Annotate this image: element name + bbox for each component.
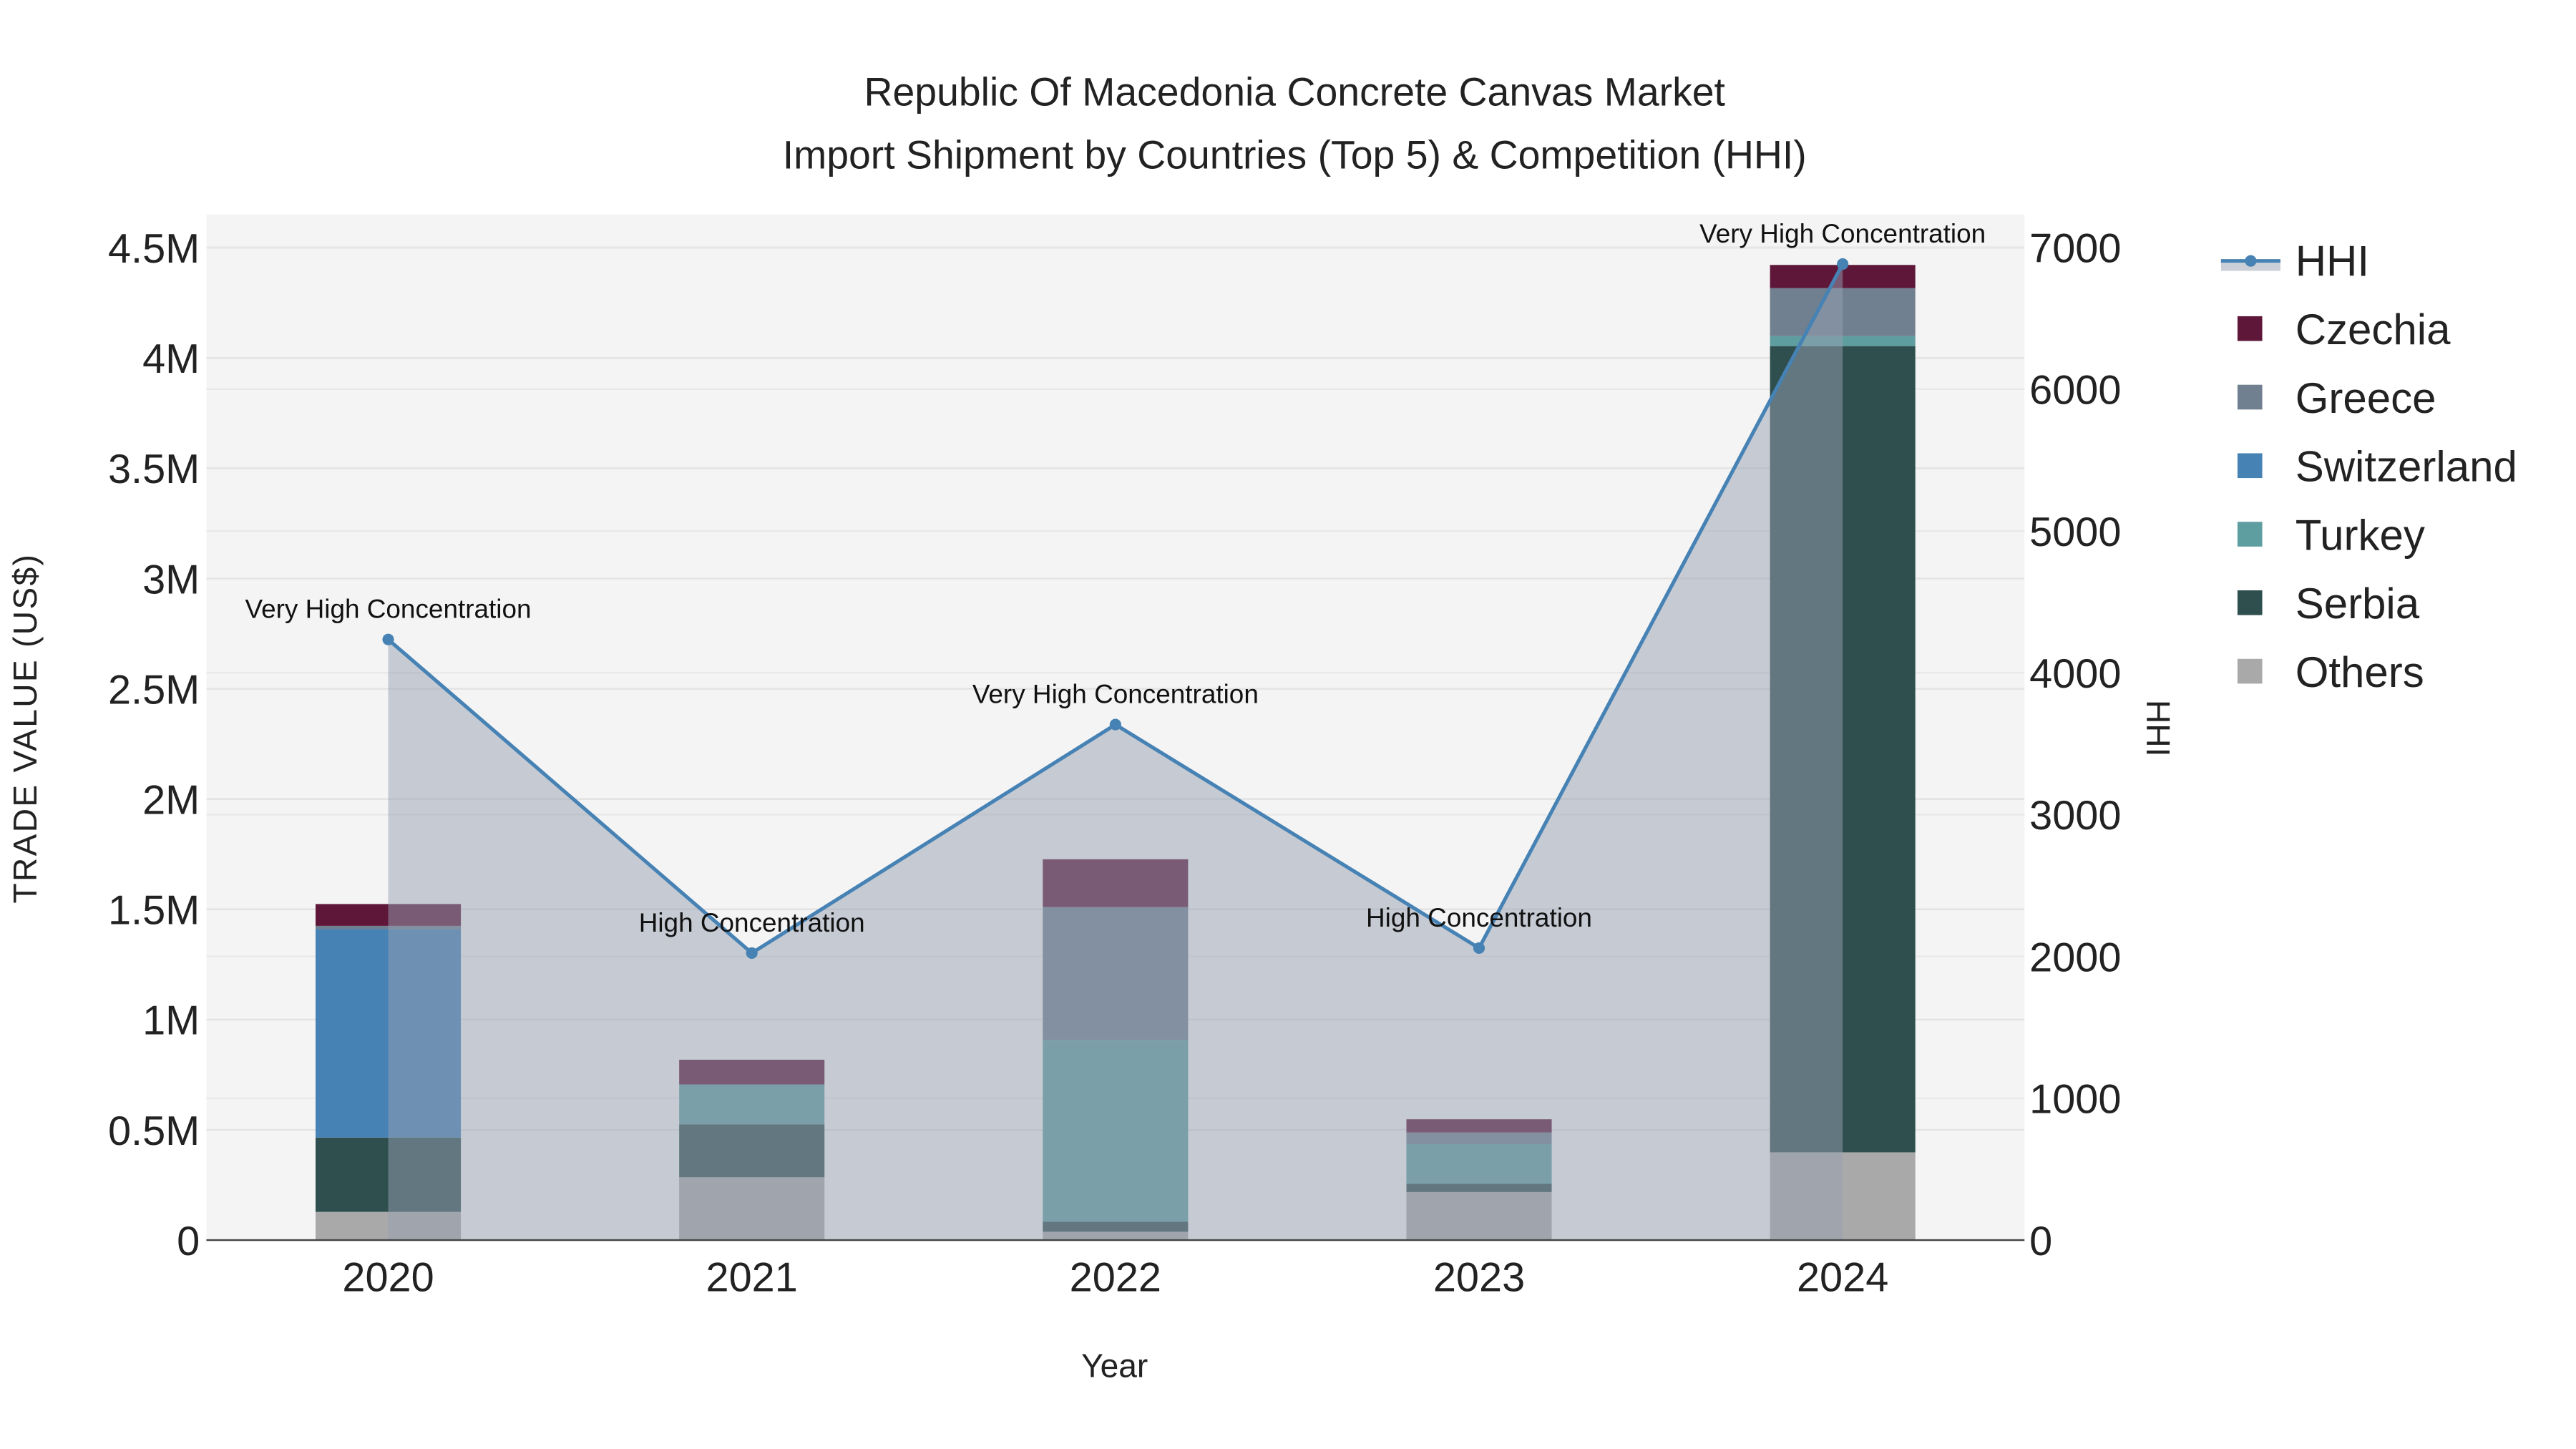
y2-tick-label: 0: [2029, 1219, 2052, 1264]
axes: 0 0.5M 1M 1.5M 2M 2.5M 3M 3.5M 4M 4.5M 0 1000 2000 30…: [108, 225, 2122, 1300]
y-tick-label: 2M: [142, 777, 200, 823]
hhi-annotation: Very High Concentration: [972, 680, 1259, 709]
legend-label-turkey: Turkey: [2296, 511, 2425, 559]
legend-swatch-turkey: [2237, 522, 2263, 547]
legend-swatch-switzerland: [2237, 453, 2263, 479]
y-axis-title: TRADE VALUE (US$): [6, 553, 44, 904]
y-tick-label: 3M: [142, 557, 200, 602]
x-tick-label: 2023: [1433, 1255, 1525, 1301]
y-tick-label: 1.5M: [108, 888, 200, 934]
x-tick-label: 2021: [706, 1255, 798, 1301]
hhi-annotation: Very High Concentration: [1699, 219, 1986, 248]
y-tick-label: 4.5M: [108, 226, 200, 272]
y-tick-label: 4M: [142, 336, 200, 382]
hhi-annotation: Very High Concentration: [245, 595, 532, 624]
hhi-area: [388, 263, 1843, 1241]
legend: HHI Czechia Greece Switzerland Turkey Serbia O…: [2220, 237, 2517, 696]
legend-swatch-others: [2237, 658, 2263, 684]
y-tick-label: 2.5M: [108, 667, 200, 713]
hhi-point-2021: [746, 947, 758, 959]
x-tick-label: 2022: [1070, 1255, 1161, 1301]
y2-tick-label: 1000: [2029, 1077, 2121, 1123]
y2-tick-label: 3000: [2029, 793, 2121, 839]
chart-title: Republic Of Macedonia Concrete Canvas Ma…: [864, 70, 1725, 114]
hhi-annotation: High Concentration: [1366, 903, 1592, 932]
y-tick-label: 0: [177, 1219, 200, 1264]
hhi-point-2024: [1837, 258, 1849, 270]
legend-label-serbia: Serbia: [2296, 580, 2420, 628]
x-tick-label: 2024: [1797, 1255, 1888, 1301]
hhi-point-2023: [1473, 942, 1485, 955]
y2-tick-label: 7000: [2029, 225, 2121, 271]
y2-axis-title: HHI: [2140, 700, 2177, 756]
hhi-point-2022: [1109, 718, 1121, 731]
legend-label-hhi: HHI: [2296, 237, 2369, 285]
y-tick-label: 0.5M: [108, 1108, 200, 1154]
y2-tick-label: 2000: [2029, 935, 2121, 980]
legend-label-switzerland: Switzerland: [2296, 443, 2517, 491]
bar-greece-2020: [316, 925, 462, 930]
x-tick-label: 2020: [342, 1255, 434, 1301]
legend-hhi-marker-icon: [2245, 255, 2257, 267]
hhi-point-2020: [382, 633, 394, 645]
y2-tick-label: 5000: [2029, 509, 2121, 555]
chart-subtitle: Import Shipment by Countries (Top 5) & C…: [783, 132, 1807, 177]
legend-label-czechia: Czechia: [2296, 306, 2451, 353]
y-tick-label: 1M: [142, 998, 200, 1044]
y2-tick-label: 4000: [2029, 651, 2121, 697]
legend-label-greece: Greece: [2296, 374, 2436, 422]
hhi-series: Very High Concentration High Concentratio…: [245, 219, 1986, 1241]
legend-label-others: Others: [2296, 648, 2424, 696]
legend-swatch-czechia: [2237, 316, 2263, 341]
legend-swatch-greece: [2237, 384, 2263, 410]
y-tick-label: 3.5M: [108, 447, 200, 492]
hhi-annotation: High Concentration: [639, 908, 865, 937]
legend-swatch-serbia: [2237, 590, 2263, 615]
x-axis-title: Year: [1081, 1347, 1148, 1385]
y2-tick-label: 6000: [2029, 368, 2121, 414]
